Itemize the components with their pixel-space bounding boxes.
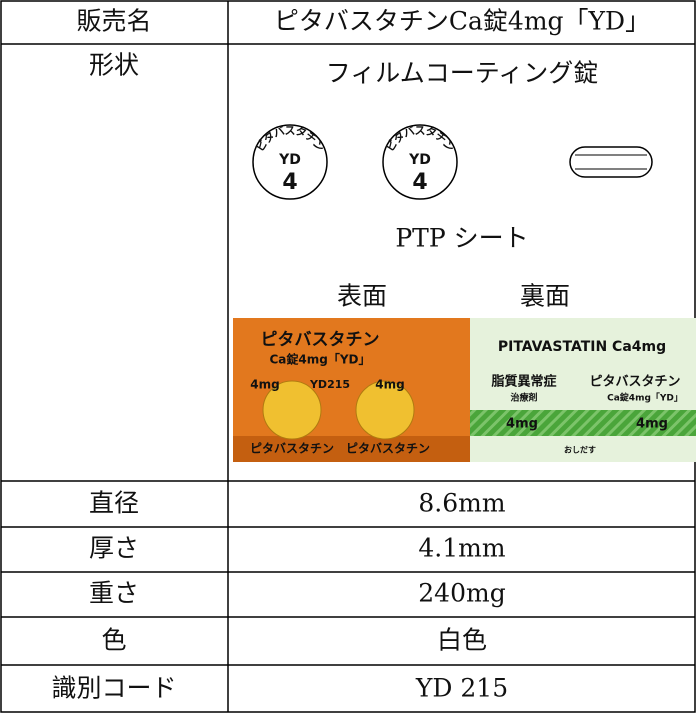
ptp-photo-front: ピタバスタチン Ca錠4mg「YD」 4mg YD215 4mg ピタバスタチン… bbox=[233, 318, 470, 462]
ptp-title: PTP シート bbox=[395, 224, 528, 253]
photo-text: YD215 bbox=[309, 378, 350, 391]
row-label: 販売名 bbox=[76, 7, 151, 36]
imprint-strength: 4 bbox=[282, 170, 297, 195]
photo-text: 脂質異常症 bbox=[490, 374, 556, 390]
row-label: 直径 bbox=[89, 489, 139, 518]
row-label: 識別コード bbox=[51, 674, 176, 703]
row-value: フィルムコーティング錠 bbox=[326, 59, 599, 88]
photo-text: Ca錠4mg「YD」 bbox=[607, 392, 683, 404]
photo-text: 4mg bbox=[636, 417, 668, 432]
row-value: 8.6mm bbox=[418, 489, 505, 518]
photo-text: ピタバスタチン bbox=[261, 330, 380, 350]
row-value: 240mg bbox=[418, 579, 505, 608]
photo-text: 4mg bbox=[506, 417, 538, 432]
row-label: 重さ bbox=[89, 579, 139, 608]
row-value: 4.1mm bbox=[418, 534, 505, 563]
ptp-side: 表面 bbox=[337, 282, 387, 311]
photo-text: Ca錠4mg「YD」 bbox=[270, 352, 371, 367]
row-value: ピタバスタチンCa錠4mg「YD」 bbox=[274, 7, 650, 36]
row-label: 色 bbox=[101, 626, 126, 655]
imprint-code: YD bbox=[278, 152, 301, 168]
tablet-drawings: ピタバスタチン ピタバスタチン YD YD 4 4 bbox=[252, 124, 653, 200]
row-value: 白色 bbox=[437, 626, 487, 655]
photo-text: ピタバスタチン ピタバスタチン bbox=[250, 442, 430, 456]
photo-text: 治療剤 bbox=[510, 392, 537, 404]
photo-text: ピタバスタチン bbox=[589, 375, 680, 390]
row-value: YD 215 bbox=[415, 674, 508, 703]
photo-text: 4mg bbox=[250, 378, 279, 392]
row-label: 形状 bbox=[89, 51, 139, 80]
photo-text: おしだす bbox=[564, 446, 596, 455]
row-label: 厚さ bbox=[89, 534, 139, 563]
imprint-code: YD bbox=[408, 152, 431, 168]
ptp-side: 裏面 bbox=[520, 282, 570, 311]
imprint-strength: 4 bbox=[412, 170, 427, 195]
photo-text: PITAVASTATIN Ca4mg bbox=[498, 339, 666, 355]
ptp-photo-back: PITAVASTATIN Ca4mg 脂質異常症 治療剤 ピタバスタチン Ca錠… bbox=[470, 318, 696, 462]
photo-text: 4mg bbox=[375, 378, 404, 392]
